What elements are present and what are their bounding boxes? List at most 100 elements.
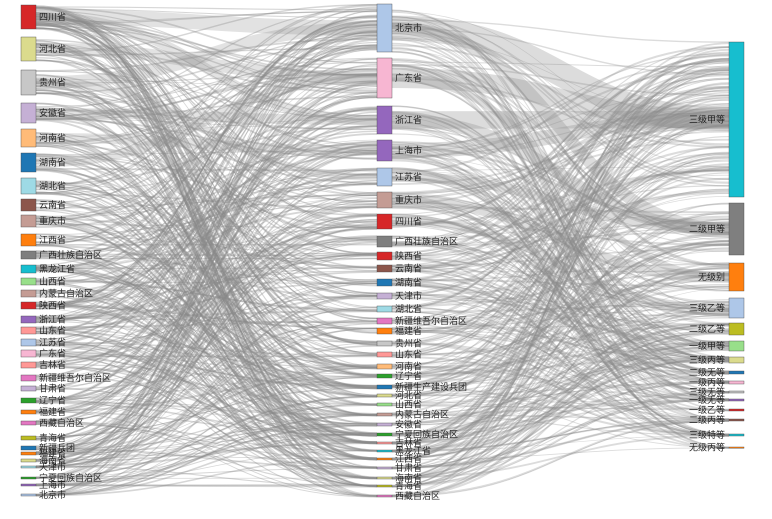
flow-link [35, 24, 378, 323]
flow-link [391, 292, 730, 343]
flow-link [35, 388, 378, 434]
flow-band [391, 74, 730, 281]
flow-link [35, 92, 378, 176]
flow-link [391, 131, 730, 195]
flow-link [391, 399, 730, 437]
flow-link [391, 213, 730, 239]
flow-link [35, 97, 378, 341]
flow-link [35, 423, 378, 469]
flow-link [35, 282, 378, 414]
flow-band [391, 21, 730, 236]
flow-link [35, 421, 378, 452]
flow-link [391, 345, 730, 480]
flow-link [391, 11, 730, 146]
flow-link [35, 327, 378, 497]
flow-link [35, 377, 378, 455]
sankey-node [20, 445, 37, 451]
flow-link [391, 360, 730, 397]
flow-link [35, 318, 378, 388]
flow-link [391, 197, 730, 385]
flow-link [35, 206, 378, 460]
flow-link [391, 264, 730, 497]
flow-link [391, 318, 730, 364]
flow-link [391, 420, 730, 498]
flow-link [391, 215, 730, 359]
flow-link [391, 278, 730, 414]
sankey-node [20, 69, 37, 96]
flow-link [391, 263, 730, 282]
flow-link [35, 73, 378, 402]
node-label: 湖北省 [39, 180, 66, 192]
flow-link [391, 109, 730, 356]
flow-link [391, 64, 730, 402]
flow-link [35, 67, 378, 376]
flow-link [391, 266, 730, 480]
flow-link [391, 365, 730, 401]
sankey-node [20, 409, 37, 415]
flow-link [391, 190, 730, 271]
flow-link [35, 278, 378, 403]
flow-link [391, 30, 730, 187]
flow-link [35, 268, 378, 487]
flow-link [35, 206, 378, 271]
flow-link [391, 200, 730, 437]
flow-link [35, 283, 378, 439]
flow-link [35, 395, 378, 497]
node-label: 重庆市 [395, 194, 422, 206]
flow-link [391, 280, 730, 384]
flow-link [35, 224, 378, 452]
flow-link [35, 153, 378, 257]
flow-link [391, 194, 730, 422]
flow-link [391, 85, 730, 255]
flow-link [391, 51, 730, 354]
flow-link [35, 184, 378, 239]
flow-link [35, 364, 378, 479]
node-label: 山东省 [395, 349, 422, 361]
flow-link [35, 80, 378, 377]
node-label: 河北省 [39, 43, 66, 55]
flow-link [391, 242, 730, 311]
sankey-node [376, 441, 393, 445]
flow-link [391, 23, 730, 268]
flow-link [391, 273, 730, 366]
flow-link [35, 88, 378, 196]
flow-link [35, 365, 378, 478]
flow-link [391, 124, 730, 437]
flow-link [35, 34, 378, 308]
flow-link [35, 251, 378, 434]
flow-link [35, 188, 378, 461]
node-label: 贵州省 [395, 338, 422, 350]
flow-link [35, 167, 378, 172]
flow-link [35, 94, 378, 440]
flow-link [35, 109, 378, 154]
flow-link [391, 103, 730, 460]
flow-link [35, 205, 378, 441]
flow-link [391, 383, 730, 404]
flow-link [35, 254, 378, 321]
flow-link [35, 27, 378, 436]
flow-link [35, 80, 378, 341]
flow-link [391, 64, 730, 97]
sankey-node [728, 297, 745, 319]
flow-link [35, 8, 378, 211]
flow-link [391, 269, 730, 375]
flow-link [391, 151, 730, 406]
flow-link [35, 16, 378, 294]
node-label: 陕西省 [395, 250, 422, 262]
flow-link [35, 102, 378, 444]
flow-link [35, 143, 378, 469]
flow-link [391, 300, 730, 497]
flow-link [35, 153, 378, 389]
flow-link [391, 312, 730, 378]
flow-link [391, 341, 730, 470]
flow-link [391, 243, 730, 443]
flow-link [35, 106, 378, 422]
flow-link [391, 110, 730, 325]
flow-link [35, 252, 378, 460]
flow-link [391, 193, 730, 312]
flow-link [35, 185, 378, 367]
flow-link [35, 76, 378, 205]
node-label: 天津市 [395, 290, 422, 302]
flow-link [35, 24, 378, 121]
flow-link [35, 330, 378, 487]
